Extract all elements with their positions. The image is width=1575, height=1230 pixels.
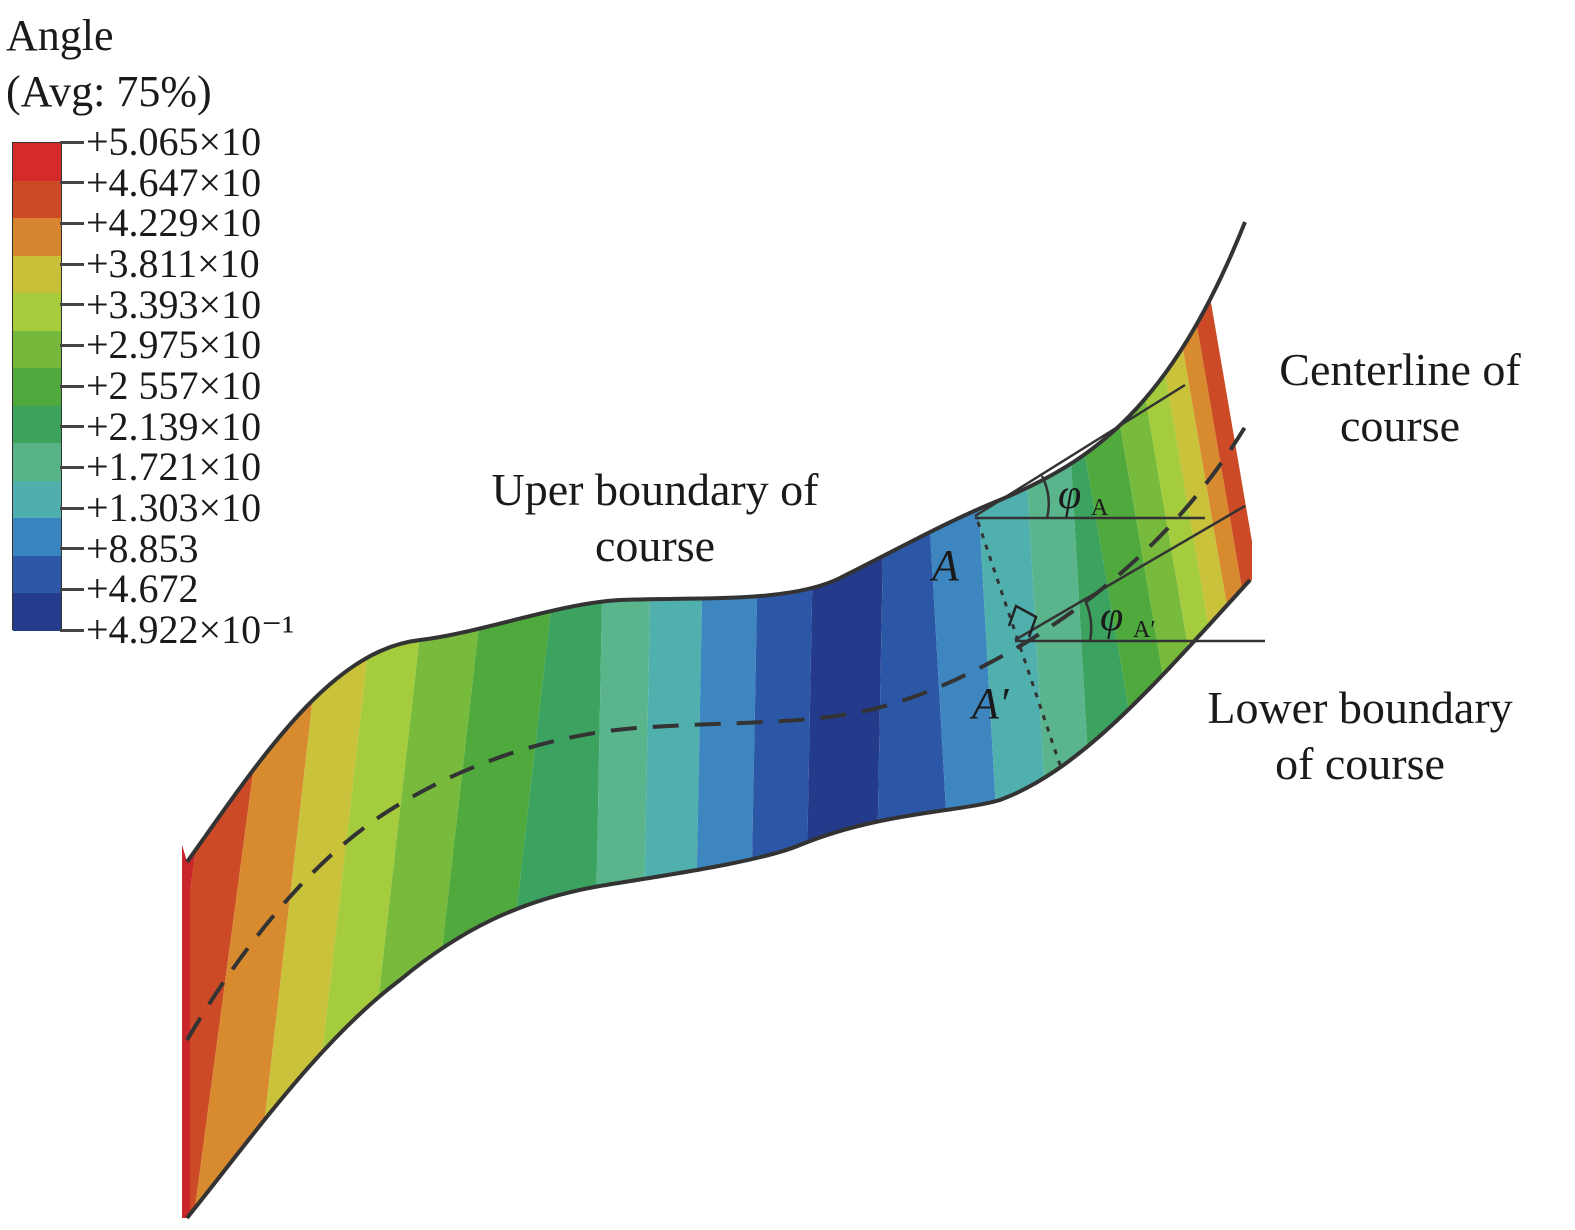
legend-tick-mark: [60, 547, 84, 551]
legend-tick-mark: [60, 221, 84, 225]
upper-boundary-label: Uper boundary of course: [450, 462, 860, 574]
legend-swatch: [13, 218, 61, 257]
legend-swatch: [13, 405, 61, 444]
contour-band: [1154, 222, 1252, 1218]
legend-tick-label: +4.672: [86, 566, 199, 612]
legend-tick-mark: [60, 181, 84, 185]
legend-title: Angle: [6, 11, 114, 60]
legend-subtitle: (Avg: 75%): [6, 67, 212, 116]
point-a-label: A: [929, 541, 960, 590]
contour-band: [638, 222, 710, 1218]
legend-tick-mark: [60, 425, 84, 429]
contour-band: [182, 840, 190, 1218]
point-a-prime-label: A′: [969, 679, 1010, 728]
legend-swatch: [13, 518, 61, 557]
legend-swatch: [13, 593, 61, 632]
legend-tick-label: +3.811×10: [86, 241, 260, 286]
legend-tick-label: +1.721×10: [86, 444, 262, 490]
legend-tick-mark: [60, 343, 84, 347]
centerline-curve: [185, 420, 1250, 1042]
legend-tick-label: +4.229×10: [86, 200, 262, 246]
lower-boundary-label-line2: of course: [1275, 738, 1445, 789]
legend-swatch: [13, 330, 61, 369]
phi-a-prime-subscript: A′: [1133, 617, 1156, 643]
legend-tick-mark: [60, 140, 84, 144]
legend-swatch: [13, 293, 61, 332]
angle-arc-a-prime: [1083, 599, 1093, 642]
upper-boundary-curve: [185, 221, 1247, 864]
legend-tick-mark: [60, 587, 84, 591]
legend-swatch: [13, 143, 61, 182]
lower-boundary-curve: [185, 578, 1252, 1220]
legend-swatch: [13, 368, 61, 407]
contour-band: [690, 222, 765, 1218]
lower-boundary-label: Lower boundary of course: [1170, 680, 1550, 792]
centerline-label: Centerline of course: [1230, 342, 1570, 454]
legend-swatch: [13, 180, 61, 219]
centerline-label-line2: course: [1339, 400, 1461, 451]
contour-band: [590, 222, 658, 1218]
right-angle-marker: [1007, 604, 1038, 638]
legend-tick-label: +4.647×10: [86, 159, 262, 205]
legend-tick-mark: [60, 303, 84, 307]
legend-swatch: [13, 443, 61, 482]
contour-band: [800, 222, 890, 1218]
legend-color-bar: [12, 142, 62, 632]
phi-a-subscript: A: [1091, 495, 1109, 521]
legend-tick-label: +8.853: [86, 525, 199, 571]
legend-tick-mark: [60, 506, 84, 510]
upper-boundary-label-line2: course: [594, 520, 716, 571]
tangent-line-a-prime: [1014, 504, 1246, 642]
contour-band: [1172, 222, 1252, 1218]
legend-tick-label: +2.975×10: [86, 322, 262, 368]
phi-a-symbol: φ: [1058, 472, 1081, 518]
legend-tick-mark: [60, 628, 84, 632]
legend-tick-mark: [60, 384, 84, 388]
legend-tick-label: +1.303×10: [86, 485, 262, 530]
legend-tick-mark: [60, 465, 84, 469]
legend-swatch: [13, 480, 61, 519]
angle-arc-a: [1040, 475, 1050, 519]
legend-swatch: [13, 255, 61, 294]
lower-boundary-label-line1: Lower boundary: [1207, 682, 1513, 733]
upper-boundary-label-line1: Uper boundary of: [491, 464, 819, 515]
tangent-line-a: [974, 383, 1186, 518]
legend-swatch: [13, 555, 61, 594]
phi-a-prime-symbol: φ: [1100, 594, 1123, 640]
legend-tick-label: +2 557×10: [86, 363, 262, 408]
legend-tick-label: +5.065×10: [86, 119, 262, 164]
legend-tick-label: +4.922×10⁻¹: [86, 607, 295, 652]
contour-band: [745, 222, 820, 1218]
legend-tick-mark: [60, 262, 84, 266]
legend-tick-label: +3.393×10: [86, 281, 262, 327]
centerline-label-line1: Centerline of: [1279, 344, 1521, 395]
legend-tick-label: +2.139×10: [86, 403, 262, 449]
